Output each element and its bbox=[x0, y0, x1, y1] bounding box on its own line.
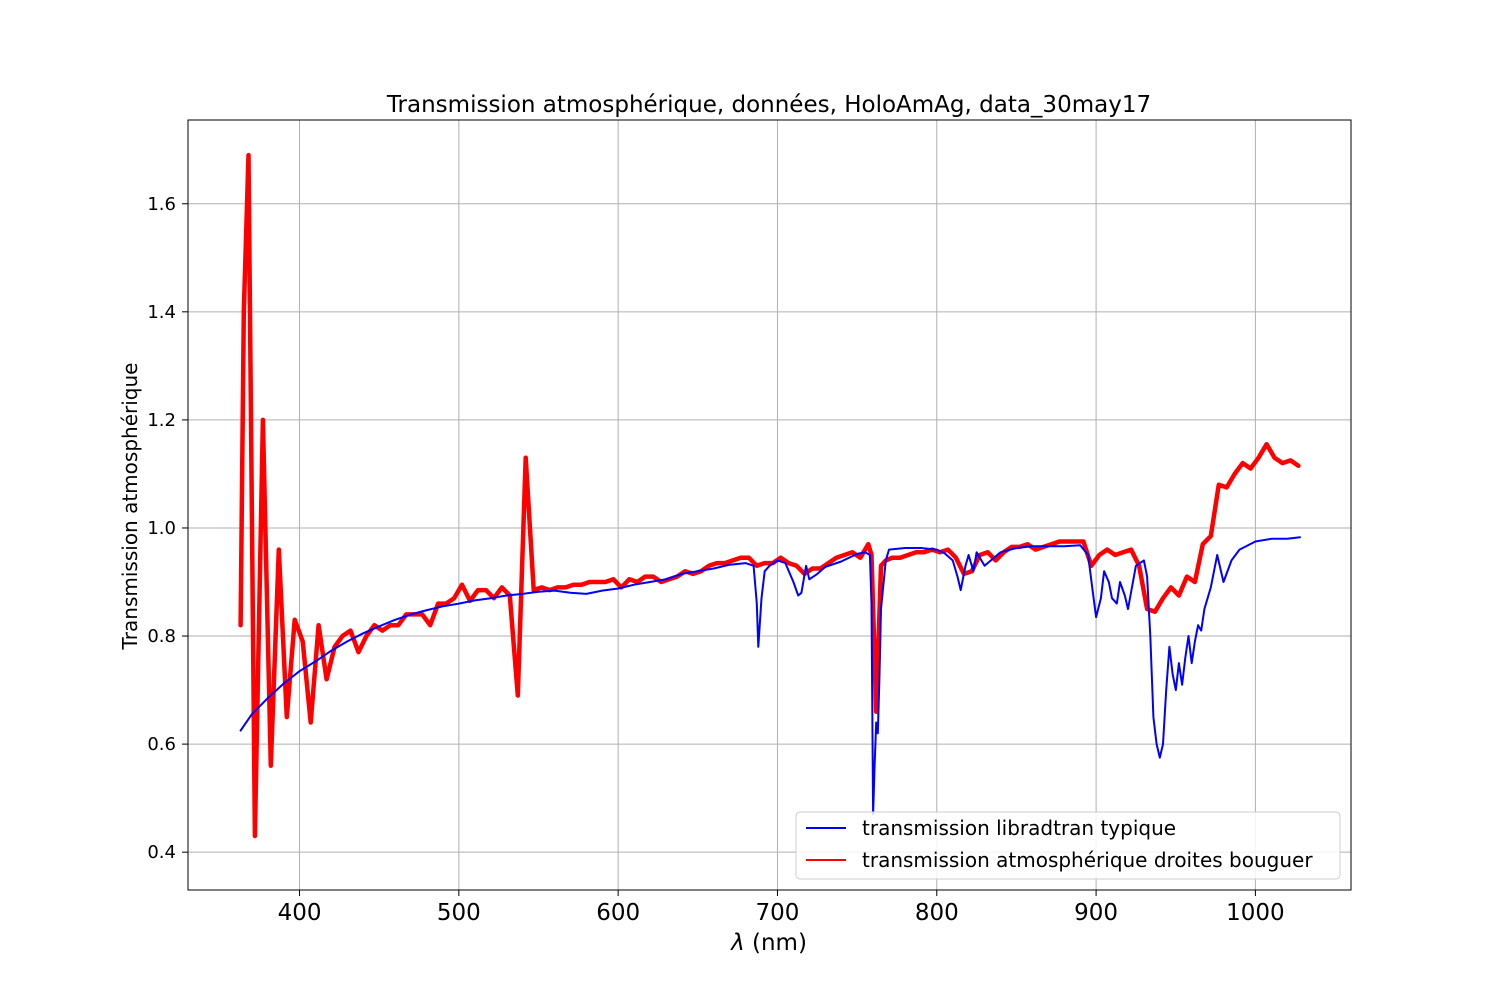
x-tick-label: 500 bbox=[437, 900, 481, 926]
y-tick-label: 1.0 bbox=[147, 518, 176, 539]
plot-area: 400 500 600 700 800 900 1000 0.4 0.6 0.8 1.0 1.2 1.… bbox=[147, 119, 1352, 926]
x-tick-label: 800 bbox=[915, 900, 959, 926]
x-axis-label-unit: (nm) bbox=[745, 930, 807, 956]
x-tick-label: 900 bbox=[1074, 900, 1118, 926]
x-tick-label: 700 bbox=[756, 900, 800, 926]
y-tick-label: 1.6 bbox=[147, 194, 176, 215]
y-tick-label: 0.4 bbox=[147, 842, 176, 863]
y-axis-ticks: 0.4 0.6 0.8 1.0 1.2 1.4 1.6 bbox=[147, 194, 188, 863]
x-tick-label: 400 bbox=[278, 900, 322, 926]
series-line-libradtran bbox=[239, 536, 1301, 816]
y-tick-label: 1.2 bbox=[147, 410, 176, 431]
x-axis-label: λ (nm) bbox=[729, 930, 807, 956]
y-tick-label: 1.4 bbox=[147, 302, 176, 323]
chart-title: Transmission atmosphérique, données, Hol… bbox=[386, 92, 1151, 118]
x-tick-label: 600 bbox=[596, 900, 640, 926]
series-layer bbox=[238, 152, 1301, 839]
y-axis-label: Transmission atmosphérique bbox=[118, 363, 142, 651]
x-axis-ticks: 400 500 600 700 800 900 1000 bbox=[278, 890, 1285, 926]
plot-background bbox=[188, 120, 1351, 890]
x-tick-label: 1000 bbox=[1226, 900, 1285, 926]
legend: transmission libradtran typique transmis… bbox=[795, 811, 1341, 880]
axes-frame bbox=[187, 119, 1352, 891]
grid bbox=[188, 120, 1351, 890]
y-tick-label: 0.6 bbox=[147, 734, 176, 755]
legend-label-libradtran: transmission libradtran typique bbox=[862, 816, 1176, 840]
y-tick-label: 0.8 bbox=[147, 626, 176, 647]
legend-label-bouguer: transmission atmosphérique droites bougu… bbox=[862, 848, 1313, 872]
legend-box bbox=[795, 811, 1341, 880]
x-axis-label-symbol: λ bbox=[729, 930, 745, 956]
